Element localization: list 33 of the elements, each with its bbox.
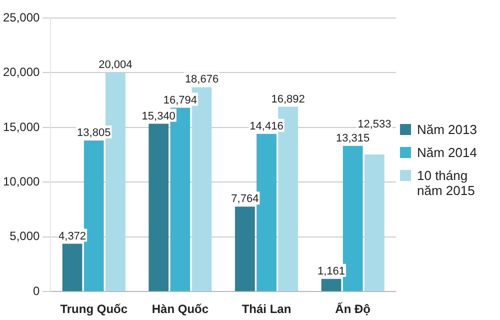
data-label: 15,340 — [142, 110, 176, 122]
y-tick-label: 15,000 — [3, 120, 40, 134]
data-label: 16,892 — [271, 93, 305, 106]
bar — [148, 124, 169, 292]
y-tick-label: 10,000 — [3, 174, 40, 188]
y-tick-label: 20,000 — [3, 65, 40, 80]
x-tick-label: Hàn Quốc — [152, 302, 209, 316]
bar — [235, 206, 255, 292]
bar — [62, 244, 82, 292]
data-label: 7,764 — [231, 193, 259, 206]
y-tick-label: 0 — [33, 284, 40, 298]
bar — [256, 134, 276, 292]
legend-label: Năm 2014 — [417, 145, 477, 160]
bar — [321, 278, 342, 292]
legend-label: 10 tháng năm 2015 — [417, 168, 476, 198]
bar — [342, 146, 363, 292]
data-label: 13,805 — [77, 127, 111, 140]
legend-label: Năm 2013 — [417, 122, 477, 137]
bar — [84, 140, 104, 292]
bar — [364, 154, 384, 292]
data-label: 16,794 — [163, 94, 198, 106]
data-label: 4,372 — [58, 230, 86, 242]
data-label: 20,004 — [98, 59, 132, 72]
x-tick-label: Trung Quốc — [60, 302, 128, 316]
data-label: 18,676 — [184, 74, 219, 86]
y-tick-label: 5,000 — [10, 229, 40, 244]
data-label: 13,315 — [336, 132, 370, 144]
data-label: 14,416 — [250, 120, 284, 132]
data-label: 12,533 — [358, 118, 392, 130]
data-label: 1,161 — [317, 265, 346, 278]
x-tick-label: Thái Lan — [242, 302, 292, 316]
y-tick-label: 25,000 — [3, 10, 40, 24]
x-tick-label: Ấn Độ — [335, 302, 370, 316]
